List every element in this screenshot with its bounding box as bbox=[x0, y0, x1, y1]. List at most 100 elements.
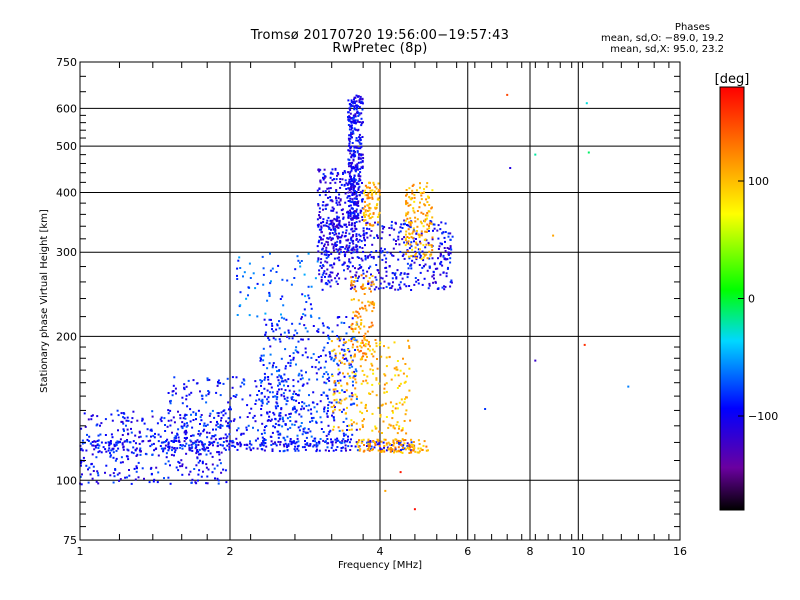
data-point bbox=[269, 345, 272, 348]
data-point bbox=[344, 247, 347, 250]
data-point bbox=[385, 270, 388, 273]
data-point bbox=[361, 167, 364, 169]
data-point bbox=[319, 400, 322, 403]
data-point bbox=[353, 100, 356, 103]
data-point bbox=[351, 133, 354, 135]
data-point bbox=[354, 190, 356, 192]
data-point bbox=[331, 200, 334, 203]
data-point bbox=[348, 165, 350, 168]
data-point bbox=[348, 366, 351, 369]
data-point bbox=[260, 408, 263, 410]
data-point bbox=[157, 454, 160, 457]
data-point bbox=[368, 267, 370, 270]
data-point bbox=[343, 348, 346, 351]
data-point bbox=[316, 245, 319, 248]
data-point bbox=[292, 358, 295, 361]
data-point bbox=[424, 263, 427, 266]
data-point bbox=[217, 382, 220, 385]
data-point bbox=[138, 449, 141, 452]
x-tick-label: 16 bbox=[673, 545, 687, 558]
data-point bbox=[271, 322, 273, 325]
data-point bbox=[192, 411, 195, 414]
data-point bbox=[321, 375, 324, 378]
data-point bbox=[263, 449, 266, 452]
data-point bbox=[254, 403, 257, 405]
data-point bbox=[159, 418, 162, 421]
data-point bbox=[127, 419, 130, 422]
data-point bbox=[339, 379, 342, 382]
data-point bbox=[359, 315, 362, 318]
data-point bbox=[310, 408, 312, 411]
data-point bbox=[220, 437, 222, 440]
data-point bbox=[292, 356, 295, 359]
data-point bbox=[328, 388, 331, 391]
data-point bbox=[262, 442, 265, 445]
data-point bbox=[137, 461, 140, 464]
data-point bbox=[365, 186, 368, 189]
data-point bbox=[353, 102, 356, 104]
data-point bbox=[332, 247, 335, 250]
data-point bbox=[321, 204, 324, 207]
data-point bbox=[233, 418, 236, 421]
data-point bbox=[259, 359, 262, 362]
data-point bbox=[81, 449, 84, 452]
data-point bbox=[304, 431, 307, 434]
data-point bbox=[366, 375, 369, 378]
data-point bbox=[393, 449, 396, 452]
data-point bbox=[382, 227, 385, 230]
data-point bbox=[260, 381, 263, 384]
data-point bbox=[332, 417, 335, 420]
data-point bbox=[344, 444, 347, 447]
data-point bbox=[294, 420, 297, 423]
data-point bbox=[348, 178, 351, 181]
data-point bbox=[336, 172, 339, 174]
data-point bbox=[399, 443, 402, 446]
data-point bbox=[347, 216, 350, 219]
data-point bbox=[449, 257, 452, 260]
data-point bbox=[342, 217, 345, 220]
data-point bbox=[355, 182, 358, 185]
data-point bbox=[266, 411, 269, 414]
data-point bbox=[408, 221, 410, 224]
data-point bbox=[376, 203, 379, 206]
data-point bbox=[336, 235, 339, 238]
data-point bbox=[368, 206, 371, 209]
data-point bbox=[427, 449, 429, 452]
data-point bbox=[360, 439, 363, 442]
data-point bbox=[345, 341, 348, 344]
data-point bbox=[264, 331, 267, 334]
data-point bbox=[301, 401, 304, 404]
data-point bbox=[150, 428, 153, 431]
data-point bbox=[327, 397, 329, 400]
data-point bbox=[313, 437, 316, 440]
data-point bbox=[325, 371, 328, 374]
data-point bbox=[270, 440, 273, 443]
data-point bbox=[98, 450, 101, 453]
data-point bbox=[348, 128, 351, 131]
data-point bbox=[371, 348, 374, 351]
data-point bbox=[327, 237, 330, 240]
data-point bbox=[350, 117, 353, 120]
data-point bbox=[196, 439, 199, 442]
data-point bbox=[363, 325, 366, 328]
data-point bbox=[275, 366, 278, 369]
data-point bbox=[350, 103, 353, 106]
data-point bbox=[353, 167, 356, 170]
data-point bbox=[402, 446, 404, 449]
data-point bbox=[362, 232, 365, 235]
data-point bbox=[370, 321, 373, 324]
data-point bbox=[352, 216, 355, 219]
data-point bbox=[382, 449, 385, 452]
data-point bbox=[279, 443, 282, 446]
data-point bbox=[166, 438, 169, 441]
data-point bbox=[352, 154, 355, 157]
data-point bbox=[98, 444, 101, 447]
data-point bbox=[432, 281, 435, 284]
data-point bbox=[226, 435, 229, 438]
data-point bbox=[331, 179, 334, 182]
data-point bbox=[320, 258, 323, 261]
data-point bbox=[405, 212, 408, 215]
data-point bbox=[440, 221, 443, 224]
data-point bbox=[83, 412, 86, 415]
